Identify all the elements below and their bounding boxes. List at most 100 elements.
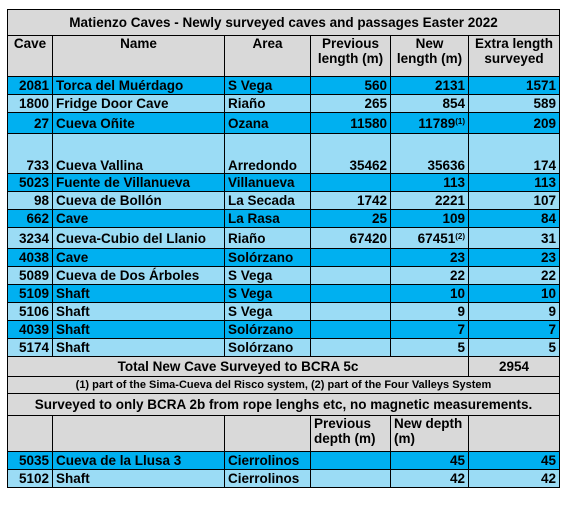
table-row: 27 Cueva Oñite Ozana 11580 11789(1) 209 <box>7 112 561 134</box>
cave-area: Ozana <box>224 112 311 134</box>
cave-name: Shaft <box>52 302 225 321</box>
table-row: 5174 Shaft Solórzano 5 5 <box>7 338 561 357</box>
cave-name: Fridge Door Cave <box>52 94 225 113</box>
extra-length: 589 <box>467 94 561 113</box>
new-depth: 45 <box>390 451 469 470</box>
new-length-value: 109 <box>442 211 465 226</box>
empty-header-cell <box>467 415 561 452</box>
table-row: 5106 Shaft S Vega 9 9 <box>7 302 561 321</box>
cave-name: Shaft <box>52 469 225 488</box>
cave-number: 27 <box>7 112 53 134</box>
cave-name: Shaft <box>52 284 225 303</box>
cave-number: 1800 <box>7 94 53 113</box>
new-length-value: 22 <box>449 268 465 283</box>
new-length-value: 23 <box>449 250 465 265</box>
extra-length: 7 <box>467 320 561 339</box>
cave-number: 733 <box>7 133 53 174</box>
extra-length: 209 <box>467 112 561 134</box>
new-length-value: 7 <box>457 322 465 337</box>
cave-area: La Rasa <box>224 209 311 228</box>
cave-name: Torca del Muérdago <box>52 76 225 95</box>
table-row: 5035 Cueva de la Llusa 3 Cierrolinos 45 45 <box>7 451 561 470</box>
extra-depth: 42 <box>467 469 561 488</box>
cave-area: Riaño <box>224 94 311 113</box>
cave-name: Cueva de Bollón <box>52 191 225 210</box>
cave-area: Solórzano <box>224 338 311 357</box>
cave-number: 5109 <box>7 284 53 303</box>
previous-length: 67420 <box>310 227 391 249</box>
extra-length: 9 <box>467 302 561 321</box>
cave-area: Solórzano <box>224 248 311 267</box>
extra-length: 1571 <box>467 76 561 95</box>
new-length: 11789(1) <box>390 112 469 134</box>
cave-name: Fuente de Villanueva <box>52 173 225 192</box>
new-length-value: 113 <box>443 175 465 190</box>
new-length-value: 2221 <box>434 193 465 208</box>
empty-header-cell <box>52 415 225 452</box>
cave-number: 5106 <box>7 302 53 321</box>
header-new-depth: New depth (m) <box>390 415 469 452</box>
header-area: Area <box>224 35 311 77</box>
header-extra-length: Extra length surveyed <box>467 35 561 77</box>
cave-number: 5089 <box>7 266 53 285</box>
cave-area: S Vega <box>224 302 311 321</box>
extra-depth: 45 <box>467 451 561 470</box>
extra-length: 23 <box>467 248 561 267</box>
table-row: 5089 Cueva de Dos Árboles S Vega 22 22 <box>7 266 561 285</box>
extra-length: 5 <box>467 338 561 357</box>
footnote-row: (1) part of the Sima-Cueva del Risco sys… <box>6 376 561 394</box>
header-new-length: New length (m) <box>390 35 469 77</box>
cave-number: 5023 <box>7 173 53 192</box>
new-length: 2131 <box>390 76 469 95</box>
cave-number: 4039 <box>7 320 53 339</box>
table-row: 98 Cueva de Bollón La Secada 1742 2221 107 <box>7 191 561 210</box>
cave-name: Cave <box>52 209 225 228</box>
cave-number: 4038 <box>7 248 53 267</box>
section2-title: Surveyed to only BCRA 2b from rope lengh… <box>6 393 561 416</box>
empty-header-cell <box>224 415 311 452</box>
header-previous-depth: Previous depth (m) <box>310 415 391 452</box>
cave-name: Shaft <box>52 338 225 357</box>
cave-name: Cave <box>52 248 225 267</box>
cave-name: Cueva de la Llusa 3 <box>52 451 225 470</box>
previous-length <box>310 302 391 321</box>
cave-area: Cierrolinos <box>224 451 311 470</box>
new-length-value: 5 <box>457 340 465 355</box>
new-length: 109 <box>390 209 469 228</box>
table-row: 3234 Cueva-Cubio del Llanio Riaño 67420 6745… <box>7 227 561 249</box>
extra-length: 22 <box>467 266 561 285</box>
new-length: 854 <box>390 94 469 113</box>
header-name: Name <box>52 35 225 77</box>
cave-area: Cierrolinos <box>224 469 311 488</box>
cave-number: 5035 <box>7 451 53 470</box>
previous-length: 35462 <box>310 133 391 174</box>
header-row: Cave Name Area Previous length (m) New l… <box>7 35 561 77</box>
previous-length: 1742 <box>310 191 391 210</box>
table-row: 4038 Cave Solórzano 23 23 <box>7 248 561 267</box>
table-row: 5102 Shaft Cierrolinos 42 42 <box>7 469 561 488</box>
footnote-marker: (1) <box>455 116 465 126</box>
new-length: 10 <box>390 284 469 303</box>
total-label: Total New Cave Surveyed to BCRA 5c <box>7 356 469 377</box>
cave-number: 662 <box>7 209 53 228</box>
cave-area: Riaño <box>224 227 311 249</box>
table-row: 2081 Torca del Muérdago S Vega 560 2131 1571 <box>7 76 561 95</box>
new-length-value: 67451 <box>417 230 456 246</box>
new-length: 2221 <box>390 191 469 210</box>
cave-name: Shaft <box>52 320 225 339</box>
cave-area: S Vega <box>224 76 311 95</box>
footnote-marker: (2) <box>455 231 465 241</box>
cave-area: Villanueva <box>224 173 311 192</box>
new-length-value: 35636 <box>427 158 465 173</box>
header-previous-length: Previous length (m) <box>310 35 391 77</box>
cave-number: 2081 <box>7 76 53 95</box>
new-length-value: 2131 <box>434 78 465 93</box>
section2-header-row: Previous depth (m) New depth (m) <box>7 415 561 452</box>
previous-length: 25 <box>310 209 391 228</box>
new-length: 113 <box>390 173 469 192</box>
extra-length: 31 <box>467 227 561 249</box>
cave-number: 5174 <box>7 338 53 357</box>
previous-length <box>310 284 391 303</box>
previous-length <box>310 248 391 267</box>
cave-name: Cueva Oñite <box>52 112 225 134</box>
